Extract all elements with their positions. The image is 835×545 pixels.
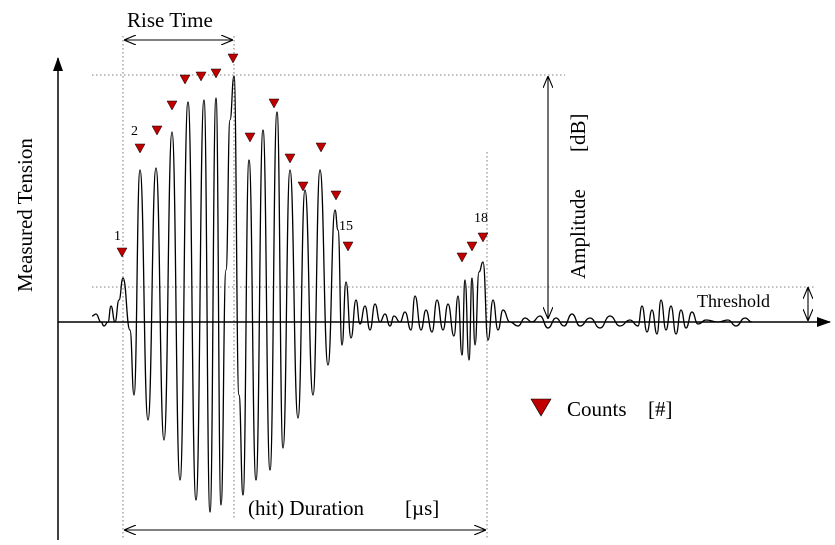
amplitude-unit: [dB] bbox=[566, 114, 590, 153]
count-marker-9 bbox=[244, 132, 256, 143]
count-number-18: 18 bbox=[474, 211, 488, 226]
count-marker-17 bbox=[466, 241, 478, 252]
count-marker-3 bbox=[151, 125, 163, 136]
legend-counts-label: Counts bbox=[567, 397, 627, 421]
count-marker-14 bbox=[330, 190, 342, 201]
count-marker-4 bbox=[166, 100, 178, 111]
threshold-label: Threshold bbox=[697, 291, 770, 311]
count-number-2: 2 bbox=[131, 124, 138, 139]
legend-counts-unit: [#] bbox=[648, 397, 673, 421]
count-marker-18 bbox=[477, 232, 489, 243]
count-marker-12 bbox=[297, 181, 309, 192]
count-marker-16 bbox=[456, 252, 468, 263]
signal-waveform bbox=[91, 75, 753, 513]
count-marker-8 bbox=[227, 53, 239, 64]
count-marker-11 bbox=[284, 153, 296, 164]
y-axis-label: Measured Tension bbox=[13, 138, 37, 292]
count-marker-2 bbox=[134, 143, 146, 154]
amplitude-label: Amplitude bbox=[566, 189, 590, 279]
duration-unit: [µs] bbox=[405, 496, 439, 520]
count-marker-10 bbox=[268, 98, 280, 109]
count-marker-7 bbox=[210, 68, 222, 79]
count-marker-5 bbox=[179, 74, 191, 85]
count-marker-15 bbox=[342, 241, 354, 252]
duration-label: (hit) Duration bbox=[248, 496, 365, 520]
dimension-arrows bbox=[125, 40, 808, 530]
count-marker-6 bbox=[195, 71, 207, 82]
legend-marker-icon bbox=[530, 398, 552, 417]
count-markers bbox=[116, 53, 489, 263]
count-number-1: 1 bbox=[114, 229, 121, 244]
count-marker-13 bbox=[315, 142, 327, 153]
count-number-15: 15 bbox=[339, 219, 353, 234]
count-marker-1 bbox=[116, 247, 128, 258]
rise-time-label: Rise Time bbox=[127, 8, 213, 32]
legend: Counts [#] bbox=[530, 397, 673, 421]
